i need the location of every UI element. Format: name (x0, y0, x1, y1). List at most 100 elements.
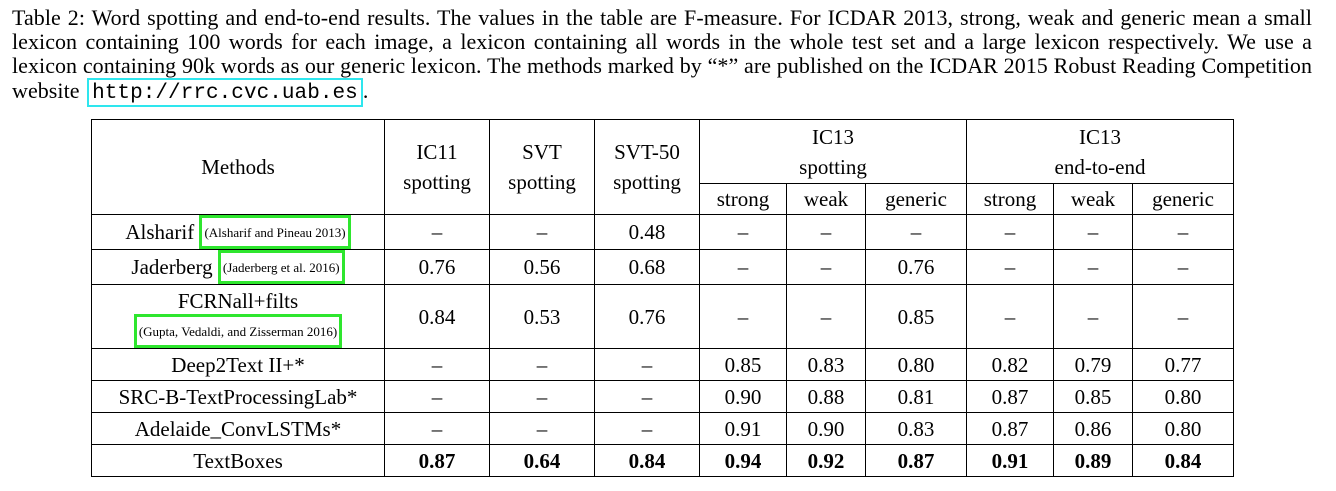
value-cell: 0.85 (1053, 380, 1133, 413)
method-name: SRC-B-TextProcessingLab* (91, 380, 385, 413)
value-cell: – (786, 249, 866, 285)
value-cell: 0.80 (865, 348, 967, 381)
value-cell: – (966, 284, 1054, 349)
header-svt50: SVT-50 spotting (594, 119, 700, 215)
value-cell: – (1132, 284, 1234, 349)
subheader-cell: weak (1053, 183, 1133, 215)
method-cell: Jaderberg (Jaderberg et al. 2016) (91, 249, 385, 285)
value-cell: – (786, 214, 866, 250)
value-cell: 0.84 (384, 284, 490, 349)
value-cell: 0.53 (489, 284, 595, 349)
value-cell: 0.86 (1053, 412, 1133, 445)
table-row: Alsharif (Alsharif and Pineau 2013) – – … (91, 214, 1234, 250)
method-name: FCRNall+filts (177, 288, 299, 313)
value-cell: – (384, 214, 490, 250)
value-cell: 0.64 (489, 444, 595, 477)
value-cell: 0.85 (699, 348, 787, 381)
method-name: TextBoxes (91, 444, 385, 477)
value-cell: 0.92 (786, 444, 866, 477)
value-cell: 0.81 (865, 380, 967, 413)
value-cell: 0.91 (699, 412, 787, 445)
value-cell: 0.88 (786, 380, 866, 413)
subheader-cell: weak (786, 183, 866, 215)
table-row: Adelaide_ConvLSTMs* – – – 0.91 0.90 0.83… (91, 412, 1234, 445)
subheader-row: strong weak generic strong weak generic (92, 183, 1234, 215)
value-cell: – (1132, 214, 1234, 250)
value-cell: 0.82 (966, 348, 1054, 381)
value-cell: – (1053, 284, 1133, 349)
header-ic13-spotting: IC13 spotting (699, 119, 967, 184)
value-cell: – (594, 380, 700, 413)
method-cell: Alsharif (Alsharif and Pineau 2013) (91, 214, 385, 250)
value-cell: 0.90 (786, 412, 866, 445)
citation-link[interactable]: (Jaderberg et al. 2016) (217, 250, 345, 284)
value-cell: 0.85 (865, 284, 967, 349)
value-cell: 0.77 (1132, 348, 1234, 381)
method-name: Deep2Text II+* (91, 348, 385, 381)
citation-link[interactable]: (Alsharif and Pineau 2013) (199, 215, 351, 249)
url-link[interactable]: http://rrc.cvc.uab.es (87, 78, 363, 107)
value-cell: 0.84 (1132, 444, 1234, 477)
method-name: Alsharif (125, 220, 195, 244)
header-ic13-end-to-end: IC13 end-to-end (966, 119, 1234, 184)
value-cell: 0.84 (594, 444, 700, 477)
subheader-cell: generic (865, 183, 967, 215)
value-cell: – (966, 249, 1054, 285)
value-cell: 0.68 (594, 249, 700, 285)
results-table: Methods IC11 spotting SVT spotting SVT-50 s… (91, 119, 1234, 477)
value-cell: 0.76 (384, 249, 490, 285)
value-cell: 0.80 (1132, 412, 1234, 445)
value-cell: – (384, 348, 490, 381)
value-cell: 0.76 (594, 284, 700, 349)
table-row: TextBoxes 0.87 0.64 0.84 0.94 0.92 0.87 … (91, 444, 1234, 477)
value-cell: – (594, 348, 700, 381)
value-cell: 0.48 (594, 214, 700, 250)
table-caption: Table 2: Word spotting and end-to-end re… (12, 6, 1312, 107)
value-cell: – (489, 412, 595, 445)
header-ic11: IC11 spotting (384, 119, 490, 215)
value-cell: 0.89 (1053, 444, 1133, 477)
value-cell: – (594, 412, 700, 445)
citation-link[interactable]: (Gupta, Vedaldi, and Zisserman 2016) (133, 313, 343, 348)
value-cell: – (489, 380, 595, 413)
url-text: http://rrc.cvc.uab.es (92, 82, 358, 105)
caption-text: Table 2: Word spotting and end-to-end re… (12, 5, 1312, 103)
value-cell: 0.87 (384, 444, 490, 477)
header-row: Methods IC11 spotting SVT spotting SVT-50 s… (91, 119, 1234, 215)
table-row: Deep2Text II+* – – – 0.85 0.83 0.80 0.82… (91, 348, 1234, 381)
value-cell: – (1132, 249, 1234, 285)
header-svt: SVT spotting (489, 119, 595, 215)
value-cell: – (489, 214, 595, 250)
value-cell: – (384, 380, 490, 413)
caption-end: . (362, 78, 369, 103)
value-cell: – (699, 249, 787, 285)
value-cell: 0.83 (786, 348, 866, 381)
method-name: Adelaide_ConvLSTMs* (91, 412, 385, 445)
value-cell: – (1053, 214, 1133, 250)
value-cell: 0.83 (865, 412, 967, 445)
value-cell: 0.56 (489, 249, 595, 285)
value-cell: – (1053, 249, 1133, 285)
table-row: SRC-B-TextProcessingLab* – – – 0.90 0.88… (91, 380, 1234, 413)
value-cell: 0.91 (966, 444, 1054, 477)
method-name: Jaderberg (131, 255, 213, 279)
value-cell: – (699, 214, 787, 250)
value-cell: – (865, 214, 967, 250)
method-cell: FCRNall+filts (Gupta, Vedaldi, and Zisser… (91, 284, 385, 349)
value-cell: 0.87 (966, 412, 1054, 445)
value-cell: – (489, 348, 595, 381)
value-cell: 0.80 (1132, 380, 1234, 413)
subheader-cell: strong (966, 183, 1054, 215)
subheader-cell: generic (1132, 183, 1234, 215)
value-cell: 0.90 (699, 380, 787, 413)
header-methods: Methods (91, 119, 385, 215)
value-cell: 0.87 (865, 444, 967, 477)
value-cell: 0.79 (1053, 348, 1133, 381)
value-cell: 0.87 (966, 380, 1054, 413)
subheader-cell: strong (699, 183, 787, 215)
value-cell: 0.76 (865, 249, 967, 285)
value-cell: – (699, 284, 787, 349)
value-cell: – (384, 412, 490, 445)
table-row: FCRNall+filts (Gupta, Vedaldi, and Zisser… (91, 284, 1234, 349)
value-cell: 0.94 (699, 444, 787, 477)
